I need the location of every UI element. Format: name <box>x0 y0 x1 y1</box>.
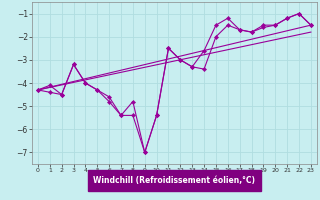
X-axis label: Windchill (Refroidissement éolien,°C): Windchill (Refroidissement éolien,°C) <box>93 176 255 185</box>
